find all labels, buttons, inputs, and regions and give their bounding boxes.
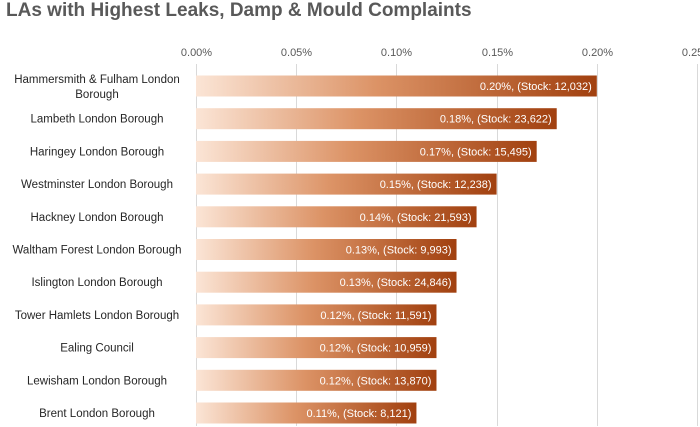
data-label: 0.18%, (Stock: 23,622) [440,114,552,126]
data-label: 0.12%, (Stock: 10,959) [320,343,432,355]
category-label: Waltham Forest London Borough [13,245,182,257]
x-tick-label: 0.25% [682,47,700,59]
data-label: 0.13%, (Stock: 9,993) [346,245,452,257]
x-tick-label: 0.00% [181,47,212,59]
category-label: Ealing Council [60,343,134,355]
category-label: Brent London Borough [39,408,155,420]
x-tick-label: 0.10% [381,47,412,59]
category-label: Lambeth London Borough [31,114,164,126]
data-label: 0.17%, (Stock: 15,495) [420,146,532,158]
data-label: 0.12%, (Stock: 11,591) [320,310,431,322]
bar [196,369,437,391]
data-label: 0.14%, (Stock: 21,593) [360,212,472,224]
bar [196,108,557,130]
category-label: Westminster London Borough [21,179,173,191]
bar [196,239,457,260]
category-label: Haringey London Borough [30,146,164,158]
category-label: Islington London Borough [31,277,162,289]
category-label: Hammersmith & Fulham London [14,74,180,86]
chart-title: LAs with Highest Leaks, Damp & Mould Com… [6,0,472,21]
category-labels: Hammersmith & Fulham London Borough Lambet… [13,74,182,420]
x-tick-label: 0.15% [482,47,513,59]
category-label: Tower Hamlets London Borough [15,310,179,322]
category-label: Borough [75,89,118,101]
bar [196,304,437,326]
category-label: Hackney London Borough [31,212,164,224]
data-label: 0.20%, (Stock: 12,032) [480,81,592,93]
bar [196,271,457,293]
data-label: 0.11%, (Stock: 8,121) [306,408,411,420]
bar [196,75,597,97]
x-tick-label: 0.20% [582,47,613,59]
data-label: 0.12%, (Stock: 13,870) [320,375,432,387]
bar [196,173,497,195]
category-label: Lewisham London Borough [27,375,167,387]
data-label: 0.13%, (Stock: 24,846) [340,277,452,289]
bars: 0.20%, (Stock: 12,032) 0.18%, (Stock: 23,… [196,75,597,424]
bar [196,402,417,424]
bar [196,140,537,162]
x-axis-ticks: 0.00% 0.05% 0.10% 0.15% 0.20% 0.25% [181,47,700,59]
bar [196,337,437,359]
data-label: 0.15%, (Stock: 12,238) [380,179,492,191]
bar [196,206,477,228]
x-tick-label: 0.05% [281,47,312,59]
